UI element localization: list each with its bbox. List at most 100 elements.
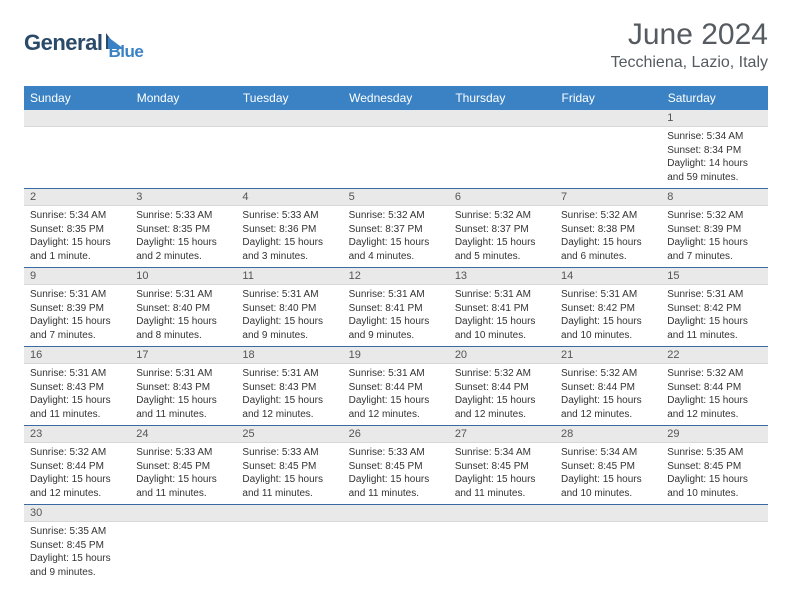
day-body: Sunrise: 5:31 AMSunset: 8:41 PMDaylight:…: [343, 285, 449, 346]
sunset-text: Sunset: 8:45 PM: [667, 460, 761, 474]
day-body: Sunrise: 5:31 AMSunset: 8:40 PMDaylight:…: [236, 285, 342, 346]
sunrise-text: Sunrise: 5:32 AM: [455, 367, 549, 381]
sunset-text: Sunset: 8:40 PM: [242, 302, 336, 316]
sunset-text: Sunset: 8:37 PM: [455, 223, 549, 237]
calendar-table: SundayMondayTuesdayWednesdayThursdayFrid…: [24, 86, 768, 583]
day-number: 11: [236, 268, 342, 285]
daylight-text: Daylight: 15 hours and 11 minutes.: [349, 473, 443, 500]
daylight-text: Daylight: 15 hours and 9 minutes.: [30, 552, 124, 579]
calendar-row: 1Sunrise: 5:34 AMSunset: 8:34 PMDaylight…: [24, 110, 768, 189]
daylight-text: Daylight: 15 hours and 11 minutes.: [136, 394, 230, 421]
sunset-text: Sunset: 8:45 PM: [136, 460, 230, 474]
sunrise-text: Sunrise: 5:31 AM: [349, 288, 443, 302]
calendar-cell: [449, 110, 555, 189]
day-body: Sunrise: 5:31 AMSunset: 8:43 PMDaylight:…: [236, 364, 342, 425]
weekday-header: Thursday: [449, 86, 555, 110]
day-body: Sunrise: 5:31 AMSunset: 8:41 PMDaylight:…: [449, 285, 555, 346]
sunset-text: Sunset: 8:41 PM: [455, 302, 549, 316]
daylight-text: Daylight: 15 hours and 10 minutes.: [667, 473, 761, 500]
sunset-text: Sunset: 8:39 PM: [667, 223, 761, 237]
sunrise-text: Sunrise: 5:33 AM: [136, 209, 230, 223]
calendar-cell: 21Sunrise: 5:32 AMSunset: 8:44 PMDayligh…: [555, 347, 661, 426]
brand-name-part1: General: [24, 30, 102, 56]
day-body: Sunrise: 5:31 AMSunset: 8:42 PMDaylight:…: [555, 285, 661, 346]
sunrise-text: Sunrise: 5:35 AM: [667, 446, 761, 460]
day-body: Sunrise: 5:32 AMSunset: 8:37 PMDaylight:…: [343, 206, 449, 267]
daylight-text: Daylight: 15 hours and 12 minutes.: [667, 394, 761, 421]
day-body: Sunrise: 5:33 AMSunset: 8:45 PMDaylight:…: [236, 443, 342, 504]
calendar-cell: 8Sunrise: 5:32 AMSunset: 8:39 PMDaylight…: [661, 189, 767, 268]
sunrise-text: Sunrise: 5:31 AM: [30, 288, 124, 302]
daylight-text: Daylight: 15 hours and 11 minutes.: [455, 473, 549, 500]
calendar-row: 23Sunrise: 5:32 AMSunset: 8:44 PMDayligh…: [24, 426, 768, 505]
sunrise-text: Sunrise: 5:33 AM: [136, 446, 230, 460]
daylight-text: Daylight: 15 hours and 2 minutes.: [136, 236, 230, 263]
title-block: June 2024 Tecchiena, Lazio, Italy: [611, 18, 768, 72]
day-number: 8: [661, 189, 767, 206]
daylight-text: Daylight: 15 hours and 10 minutes.: [561, 473, 655, 500]
sunrise-text: Sunrise: 5:34 AM: [30, 209, 124, 223]
day-number: 21: [555, 347, 661, 364]
day-number: 5: [343, 189, 449, 206]
sunset-text: Sunset: 8:43 PM: [30, 381, 124, 395]
sunset-text: Sunset: 8:38 PM: [561, 223, 655, 237]
sunset-text: Sunset: 8:42 PM: [667, 302, 761, 316]
day-body: Sunrise: 5:31 AMSunset: 8:42 PMDaylight:…: [661, 285, 767, 346]
day-number: 16: [24, 347, 130, 364]
calendar-cell: 24Sunrise: 5:33 AMSunset: 8:45 PMDayligh…: [130, 426, 236, 505]
calendar-cell: 2Sunrise: 5:34 AMSunset: 8:35 PMDaylight…: [24, 189, 130, 268]
daylight-text: Daylight: 15 hours and 8 minutes.: [136, 315, 230, 342]
day-number-empty: [555, 505, 661, 522]
daylight-text: Daylight: 15 hours and 3 minutes.: [242, 236, 336, 263]
sunrise-text: Sunrise: 5:32 AM: [667, 209, 761, 223]
calendar-cell: [449, 505, 555, 584]
day-body: Sunrise: 5:35 AMSunset: 8:45 PMDaylight:…: [24, 522, 130, 583]
daylight-text: Daylight: 15 hours and 11 minutes.: [136, 473, 230, 500]
sunrise-text: Sunrise: 5:34 AM: [455, 446, 549, 460]
day-number-empty: [343, 110, 449, 127]
calendar-cell: [236, 110, 342, 189]
calendar-cell: 4Sunrise: 5:33 AMSunset: 8:36 PMDaylight…: [236, 189, 342, 268]
calendar-cell: 28Sunrise: 5:34 AMSunset: 8:45 PMDayligh…: [555, 426, 661, 505]
sunset-text: Sunset: 8:44 PM: [30, 460, 124, 474]
calendar-cell: 25Sunrise: 5:33 AMSunset: 8:45 PMDayligh…: [236, 426, 342, 505]
day-number: 2: [24, 189, 130, 206]
daylight-text: Daylight: 15 hours and 11 minutes.: [242, 473, 336, 500]
day-number: 15: [661, 268, 767, 285]
sunset-text: Sunset: 8:39 PM: [30, 302, 124, 316]
weekday-header: Saturday: [661, 86, 767, 110]
day-body: Sunrise: 5:32 AMSunset: 8:37 PMDaylight:…: [449, 206, 555, 267]
calendar-cell: 20Sunrise: 5:32 AMSunset: 8:44 PMDayligh…: [449, 347, 555, 426]
calendar-cell: 14Sunrise: 5:31 AMSunset: 8:42 PMDayligh…: [555, 268, 661, 347]
day-number: 17: [130, 347, 236, 364]
day-number: 19: [343, 347, 449, 364]
sunrise-text: Sunrise: 5:33 AM: [242, 446, 336, 460]
calendar-cell: 13Sunrise: 5:31 AMSunset: 8:41 PMDayligh…: [449, 268, 555, 347]
sunset-text: Sunset: 8:44 PM: [455, 381, 549, 395]
day-number: 3: [130, 189, 236, 206]
sunset-text: Sunset: 8:35 PM: [136, 223, 230, 237]
sunrise-text: Sunrise: 5:32 AM: [667, 367, 761, 381]
daylight-text: Daylight: 15 hours and 10 minutes.: [455, 315, 549, 342]
sunrise-text: Sunrise: 5:32 AM: [30, 446, 124, 460]
day-number: 1: [661, 110, 767, 127]
sunrise-text: Sunrise: 5:31 AM: [242, 288, 336, 302]
day-body: Sunrise: 5:31 AMSunset: 8:43 PMDaylight:…: [24, 364, 130, 425]
sunset-text: Sunset: 8:40 PM: [136, 302, 230, 316]
weekday-header: Monday: [130, 86, 236, 110]
day-body: Sunrise: 5:35 AMSunset: 8:45 PMDaylight:…: [661, 443, 767, 504]
calendar-cell: 10Sunrise: 5:31 AMSunset: 8:40 PMDayligh…: [130, 268, 236, 347]
brand-logo: General Blue: [24, 24, 143, 62]
sunrise-text: Sunrise: 5:31 AM: [30, 367, 124, 381]
sunset-text: Sunset: 8:44 PM: [667, 381, 761, 395]
sunrise-text: Sunrise: 5:31 AM: [455, 288, 549, 302]
calendar-cell: [130, 505, 236, 584]
calendar-cell: 19Sunrise: 5:31 AMSunset: 8:44 PMDayligh…: [343, 347, 449, 426]
day-number: 28: [555, 426, 661, 443]
daylight-text: Daylight: 15 hours and 12 minutes.: [455, 394, 549, 421]
day-body: Sunrise: 5:32 AMSunset: 8:44 PMDaylight:…: [449, 364, 555, 425]
day-body: Sunrise: 5:32 AMSunset: 8:39 PMDaylight:…: [661, 206, 767, 267]
calendar-cell: 30Sunrise: 5:35 AMSunset: 8:45 PMDayligh…: [24, 505, 130, 584]
sunset-text: Sunset: 8:37 PM: [349, 223, 443, 237]
month-title: June 2024: [611, 18, 768, 52]
